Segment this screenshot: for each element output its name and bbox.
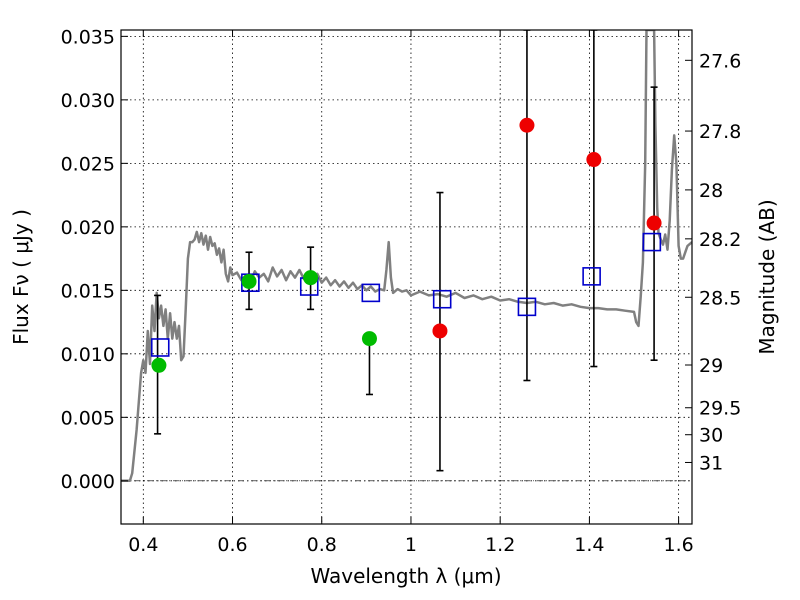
x-tick-label: 1.4 [574,534,604,556]
magnitude-tick-label: 27.8 [699,121,741,143]
model-photometry-square [432,289,452,309]
red-data-point [586,152,602,168]
x-tick-label: 1.6 [664,534,694,556]
magnitude-tick-label: 29.5 [699,398,741,420]
y-tick-label: 0.030 [61,90,115,112]
magnitude-tick-label: 29 [699,355,723,377]
y-tick-label: 0.025 [61,153,115,175]
magnitude-tick-label: 28 [699,180,723,202]
x-axis-label: Wavelength λ (μm) [310,564,501,588]
green-data-point [303,270,319,286]
plot-frame [120,29,693,525]
magnitude-tick-label: 27.6 [699,50,741,72]
green-data-point [241,273,257,289]
magnitude-tick-label: 30 [699,425,723,447]
x-tick-label: 0.4 [128,534,158,556]
magnitude-axis-label: Magnitude (AB) [755,199,779,354]
red-data-point [646,215,662,231]
x-tick-label: 1 [405,534,417,556]
x-tick-label: 0.6 [217,534,247,556]
magnitude-tick-label: 28.2 [699,229,741,251]
template-spectrum-line [121,30,692,483]
x-tick-label: 1.2 [485,534,515,556]
red-data-point [432,323,448,339]
y-axis-label: Flux Fν ( μJy ) [9,209,33,345]
model-photometry-square [150,338,170,357]
model-photometry-square [582,267,601,286]
red-data-point [519,117,535,133]
model-photometry-square [361,283,381,303]
magnitude-ticks: 27.6 27.8 28 28.2 28.5 29 29.5 30 31 [685,50,741,474]
y-tick-label: 0.005 [61,407,115,429]
observed-points-layer [151,117,662,373]
magnitude-tick-label: 31 [699,452,723,474]
y-ticks: 0.000 0.005 0.010 0.015 0.020 0.025 0.030 0.035 [61,26,128,493]
model-photometry-square [517,297,537,317]
y-tick-label: 0.020 [61,217,115,239]
y-tick-label: 0.015 [61,280,115,302]
magnitude-tick-label: 28.5 [699,287,741,309]
y-tick-label: 0.035 [61,26,115,48]
green-data-point [361,331,377,347]
y-tick-label: 0.000 [61,471,115,493]
model-photometry-square [642,232,662,252]
template-spectrum-layer [121,30,692,483]
green-data-point [151,357,167,373]
x-tick-label: 0.8 [307,534,337,556]
x-ticks: 0.4 0.6 0.8 1 1.2 1.4 1.6 [128,30,694,556]
y-tick-label: 0.010 [61,344,115,366]
